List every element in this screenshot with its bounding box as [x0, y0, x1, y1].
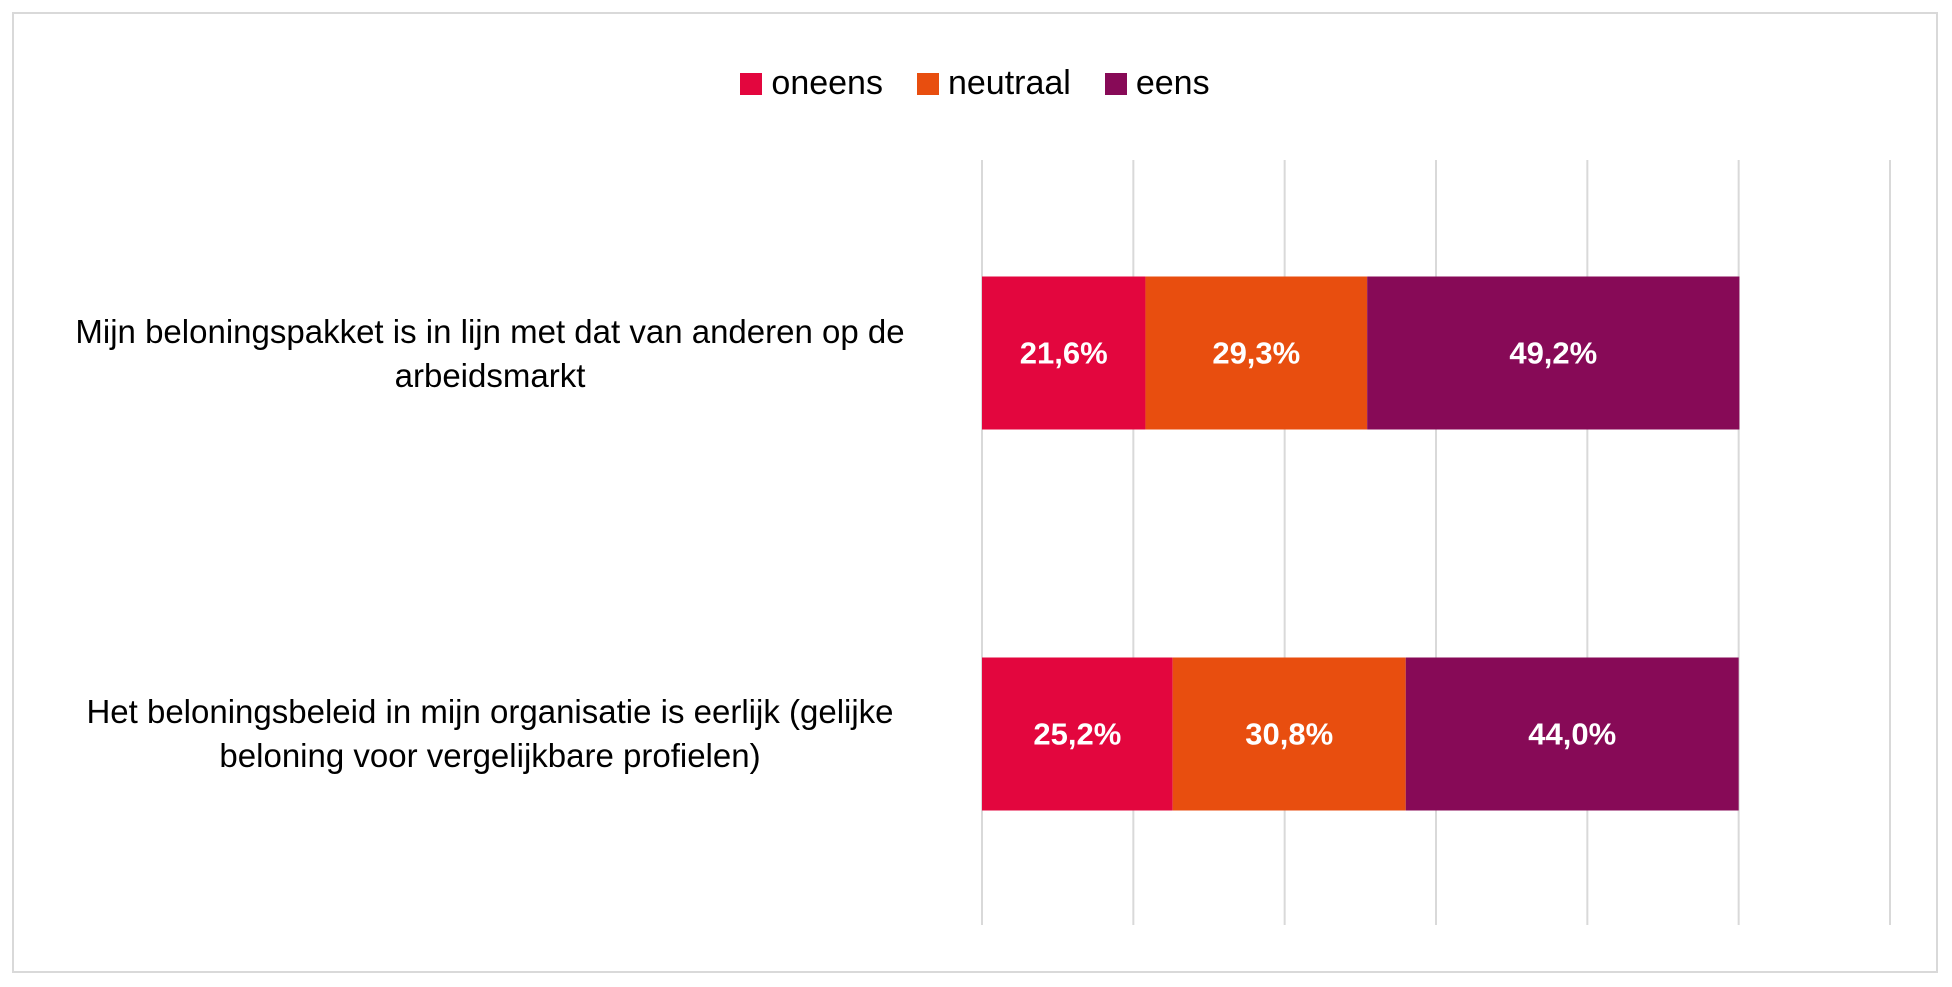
data-label-oneens-2: 25,2% — [1033, 717, 1121, 752]
legend-label-oneens: oneens — [771, 64, 883, 102]
legend-label-neutraal: neutraal — [947, 64, 1071, 102]
category-label-2: Het beloningsbeleid in mijn organisatie … — [86, 693, 894, 774]
chart-frame: oneens neutraal eens — [12, 12, 1938, 973]
data-label-eens-1: 49,2% — [1509, 336, 1597, 371]
legend-entry-oneens: oneens — [740, 64, 883, 103]
data-label-neutraal-2: 30,8% — [1245, 717, 1333, 752]
legend-entry-neutraal: neutraal — [916, 64, 1071, 103]
legend-swatch-neutraal — [916, 72, 939, 95]
bar-eens-2 — [1405, 657, 1739, 811]
data-label-eens-2: 44,0% — [1528, 717, 1616, 752]
legend-label-eens: eens — [1135, 64, 1210, 102]
data-label-oneens-1: 21,6% — [1020, 336, 1108, 371]
category-label-1: Mijn beloningspakket is in lijn met dat … — [75, 313, 905, 394]
bar-eens-1 — [1367, 276, 1740, 430]
legend: oneens neutraal eens — [14, 64, 1936, 103]
bar-oneens-2 — [982, 657, 1173, 811]
legend-swatch-oneens — [740, 72, 763, 95]
legend-swatch-eens — [1104, 72, 1127, 95]
bar-neutraal-1 — [1145, 276, 1368, 430]
legend-entry-eens: eens — [1104, 64, 1210, 103]
bar-oneens-1 — [982, 276, 1146, 430]
bar-neutraal-2 — [1172, 657, 1406, 811]
data-label-neutraal-1: 29,3% — [1212, 336, 1300, 371]
